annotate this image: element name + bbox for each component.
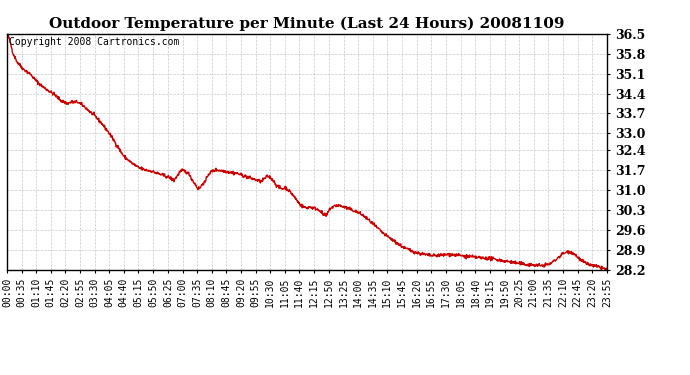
Text: Copyright 2008 Cartronics.com: Copyright 2008 Cartronics.com — [9, 37, 179, 47]
Title: Outdoor Temperature per Minute (Last 24 Hours) 20081109: Outdoor Temperature per Minute (Last 24 … — [49, 17, 565, 31]
